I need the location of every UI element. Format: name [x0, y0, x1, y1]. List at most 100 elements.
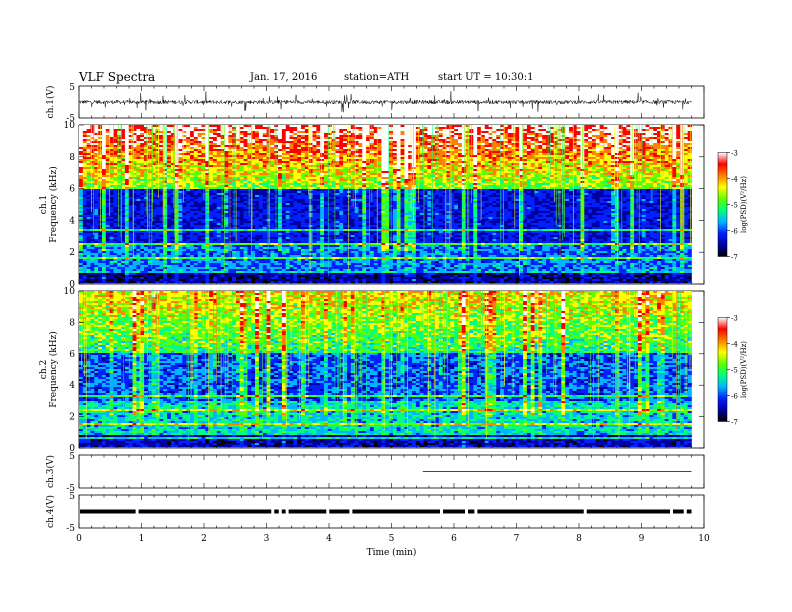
spectrogram-cell: [182, 277, 187, 280]
spectrogram-cell: [205, 237, 210, 240]
spectrogram-cell: [235, 247, 241, 250]
spectrogram-cell: [147, 267, 153, 270]
spectrogram-cell: [182, 255, 187, 258]
spectrogram-cell: [174, 249, 179, 252]
spectrogram-cell: [224, 129, 229, 132]
spectrogram-cell: [247, 141, 252, 144]
spectrogram-cell: [128, 191, 133, 194]
spectrogram-cell: [209, 241, 214, 244]
spectrogram-cell: [155, 165, 160, 168]
spectrogram-cell: [163, 173, 168, 176]
spectrogram-cell: [197, 141, 202, 144]
spectrogram-cell: [212, 131, 218, 134]
spectrogram-cell: [117, 255, 122, 258]
spectrogram-cell: [278, 131, 283, 134]
spectrogram-cell: [224, 231, 229, 234]
spectrogram-cell: [190, 165, 195, 168]
spectrogram-cell: [197, 225, 202, 228]
spectrogram-cell: [235, 237, 241, 240]
spectrogram-cell: [117, 189, 122, 192]
spectrogram-cell: [98, 251, 103, 254]
spectrogram-cell: [144, 269, 149, 272]
spectrogram-cell: [140, 253, 145, 256]
spectrogram-cell: [247, 163, 252, 166]
spectrogram-cell: [224, 199, 229, 202]
spectrogram-cell: [209, 277, 214, 280]
spectrogram-cell: [258, 259, 264, 262]
spectrogram-cell: [262, 195, 267, 198]
spectrogram-cell: [79, 177, 84, 180]
spectrogram-cell: [182, 165, 187, 168]
spectrogram-cell: [247, 149, 252, 152]
spectrogram-cell: [224, 237, 229, 240]
spectrogram-cell: [163, 239, 168, 242]
spectrogram-cell: [243, 159, 248, 162]
spectrogram-cell: [136, 153, 141, 156]
spectrogram-cell: [86, 265, 91, 268]
spectrogram-cell: [190, 151, 195, 154]
spectrogram-cell: [278, 209, 283, 212]
spectrogram-cell: [94, 127, 99, 130]
spectrogram-cell: [94, 155, 99, 158]
spectrogram-cell: [109, 139, 114, 142]
spectrogram-cell: [117, 207, 122, 210]
spectrogram-cell: [239, 175, 244, 178]
spectrogram-cell: [109, 143, 114, 146]
spectrogram-cell: [174, 231, 179, 234]
spectrogram-cell: [190, 169, 195, 172]
spectrogram-cell: [281, 217, 287, 220]
spectrogram-cell: [113, 263, 118, 266]
spectrogram-cell: [170, 195, 176, 198]
spectrogram-cell: [121, 173, 126, 176]
spectrogram-cell: [304, 143, 309, 146]
spectrogram-cell: [186, 131, 191, 134]
spectrogram-cell: [224, 275, 229, 278]
spectrogram-cell: [109, 227, 114, 230]
spectrogram-cell: [182, 243, 187, 246]
spectrogram-cell: [197, 251, 202, 254]
spectrogram-cell: [113, 171, 118, 174]
spectrogram-cell: [262, 133, 267, 136]
spectrogram-cell: [251, 189, 256, 192]
spectrogram-cell: [216, 167, 221, 170]
spectrogram-cell: [289, 193, 294, 196]
spectrogram-cell: [86, 239, 91, 242]
spectrogram-cell: [285, 245, 290, 248]
spectrogram-cell: [167, 263, 172, 266]
spectrogram-cell: [278, 237, 283, 240]
spectrogram-cell: [94, 267, 99, 270]
spectrogram-cell: [124, 211, 130, 214]
spectrogram-cell: [86, 147, 91, 150]
spectrogram-cell: [274, 273, 279, 276]
spectrogram-cell: [247, 205, 252, 208]
spectrogram-cell: [113, 145, 118, 148]
spectrogram-cell: [247, 277, 252, 280]
spectrogram-cell: [186, 185, 191, 188]
spectrogram-cell: [136, 161, 141, 164]
spectrogram-cell: [266, 235, 271, 238]
spectrogram-cell: [167, 145, 172, 148]
spectrogram-cell: [301, 249, 306, 252]
spectrogram-cell: [201, 217, 206, 220]
spectrogram-cell: [212, 143, 218, 146]
spectrogram-cell: [205, 257, 210, 260]
spectrogram-cell: [209, 247, 214, 250]
spectrogram-cell: [255, 215, 260, 218]
spectrogram-cell: [255, 207, 260, 210]
spectrogram-cell: [182, 129, 187, 132]
spectrogram-cell: [182, 163, 187, 166]
spectrogram-cell: [140, 207, 145, 210]
spectrogram-cell: [281, 243, 287, 246]
spectrogram-cell: [239, 201, 244, 204]
spectrogram-cell: [90, 259, 95, 262]
spectrogram-cell: [186, 147, 191, 150]
spectrogram-cell: [186, 211, 191, 214]
spectrogram-cell: [159, 271, 164, 274]
spectrogram-cell: [201, 273, 206, 276]
spectrogram-cell: [151, 247, 156, 250]
spectrogram-cell: [170, 253, 176, 256]
spectrogram-cell: [132, 225, 137, 228]
spectrogram-cell: [201, 263, 206, 266]
spectrogram-cell: [262, 149, 267, 152]
spectrogram-cell: [258, 149, 264, 152]
